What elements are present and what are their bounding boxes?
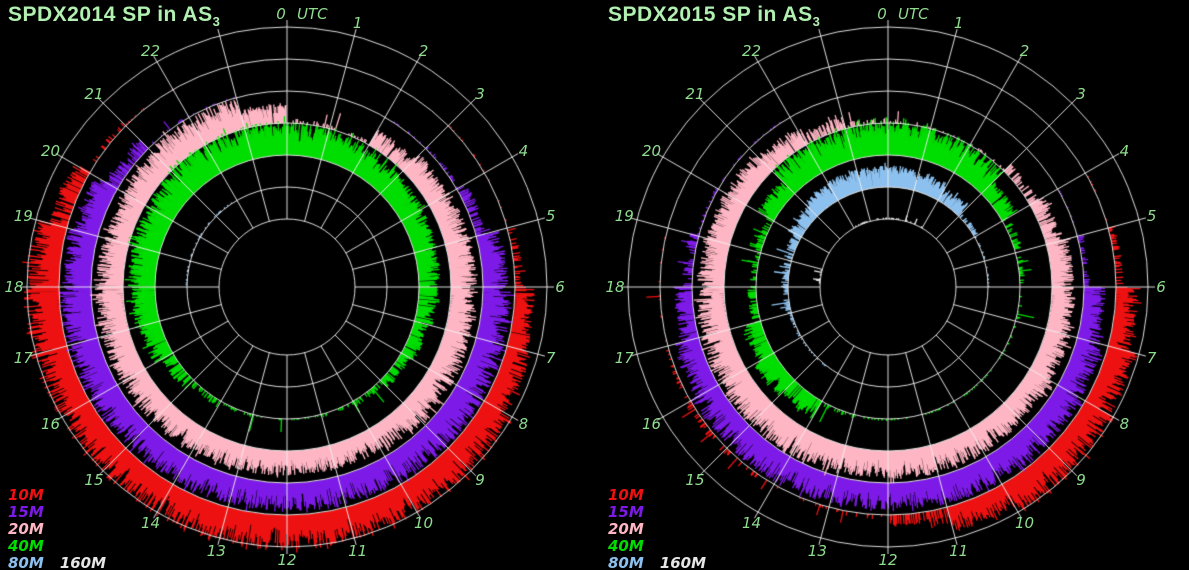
- hour-label-3: 3: [1076, 85, 1086, 103]
- hour-label-15: 15: [84, 471, 103, 489]
- polar-charts-canvas: [0, 0, 1189, 570]
- hour-label-10: 10: [414, 514, 433, 532]
- hour-label-16: 16: [642, 415, 661, 433]
- hour-label-2: 2: [1020, 42, 1030, 60]
- hour-label-9: 9: [1076, 471, 1086, 489]
- app-background: SPDX2014 SP in AS3 SPDX2015 SP in AS3 10…: [0, 0, 1189, 570]
- hour-label-18: 18: [4, 278, 23, 296]
- legend-item-10m: 10M: [8, 486, 44, 504]
- hour-label-10: 10: [1015, 514, 1034, 532]
- hour-label-12: 12: [277, 551, 296, 569]
- legend-item-80m: 80M: [8, 554, 44, 570]
- hour-label-4: 4: [1120, 142, 1130, 160]
- hour-label-6: 6: [555, 278, 565, 296]
- chart-title-2014-subscript: 3: [213, 14, 221, 29]
- hour-label-0: 0: [877, 5, 887, 23]
- hour-label-20: 20: [642, 142, 661, 160]
- hour-label-1: 1: [353, 14, 363, 32]
- hour-label-9: 9: [475, 471, 485, 489]
- hour-label-6: 6: [1156, 278, 1166, 296]
- legend-row: 10M: [608, 487, 706, 504]
- legend-row: 40M: [8, 538, 106, 555]
- legend-item-40m: 40M: [8, 537, 44, 555]
- hour-label-17: 17: [615, 349, 634, 367]
- hour-label-13: 13: [808, 542, 827, 560]
- legend-item-15m: 15M: [8, 503, 44, 521]
- hour-label-11: 11: [949, 542, 968, 560]
- band-legend-2014: 10M15M20M40M80M 160M: [8, 487, 106, 570]
- hour-label-11: 11: [348, 542, 367, 560]
- hour-label-2: 2: [419, 42, 429, 60]
- hour-label-21: 21: [685, 85, 704, 103]
- utc-label: UTC: [898, 5, 929, 23]
- chart-title-2015-subscript: 3: [813, 14, 821, 29]
- legend-row: 20M: [8, 521, 106, 538]
- hour-label-16: 16: [41, 415, 60, 433]
- chart-title-2014: SPDX2014 SP in AS3: [8, 3, 220, 29]
- hour-label-0: 0: [276, 5, 286, 23]
- hour-label-14: 14: [141, 514, 160, 532]
- legend-item-40m: 40M: [608, 537, 644, 555]
- legend-item-160m: 160M: [660, 554, 706, 570]
- legend-item-160m: 160M: [60, 554, 106, 570]
- hour-label-7: 7: [546, 349, 556, 367]
- hour-label-21: 21: [84, 85, 103, 103]
- utc-label: UTC: [297, 5, 328, 23]
- legend-item-80m: 80M: [608, 554, 644, 570]
- chart-title-2015-text: SPDX2015 SP in AS: [608, 3, 813, 26]
- hour-label-14: 14: [742, 514, 761, 532]
- hour-label-19: 19: [615, 207, 634, 225]
- hour-label-4: 4: [519, 142, 529, 160]
- hour-label-17: 17: [14, 349, 33, 367]
- hour-label-12: 12: [878, 551, 897, 569]
- legend-row: 15M: [8, 504, 106, 521]
- band-legend-2015: 10M15M20M40M80M 160M: [608, 487, 706, 570]
- legend-row: 20M: [608, 521, 706, 538]
- chart-title-2015: SPDX2015 SP in AS3: [608, 3, 820, 29]
- hour-label-8: 8: [519, 415, 529, 433]
- legend-row: 80M 160M: [8, 555, 106, 570]
- hour-label-7: 7: [1147, 349, 1157, 367]
- legend-item-15m: 15M: [608, 503, 644, 521]
- legend-row: 40M: [608, 538, 706, 555]
- legend-item-20m: 20M: [8, 520, 44, 538]
- chart-title-2014-text: SPDX2014 SP in AS: [8, 3, 213, 26]
- hour-label-18: 18: [605, 278, 624, 296]
- hour-label-3: 3: [475, 85, 485, 103]
- hour-label-1: 1: [954, 14, 964, 32]
- hour-label-22: 22: [742, 42, 761, 60]
- hour-label-15: 15: [685, 471, 704, 489]
- hour-label-5: 5: [546, 207, 556, 225]
- legend-item-10m: 10M: [608, 486, 644, 504]
- legend-row: 15M: [608, 504, 706, 521]
- legend-row: 10M: [8, 487, 106, 504]
- hour-label-20: 20: [41, 142, 60, 160]
- legend-item-20m: 20M: [608, 520, 644, 538]
- hour-label-22: 22: [141, 42, 160, 60]
- legend-row: 80M 160M: [608, 555, 706, 570]
- hour-label-8: 8: [1120, 415, 1130, 433]
- hour-label-5: 5: [1147, 207, 1157, 225]
- hour-label-19: 19: [14, 207, 33, 225]
- hour-label-13: 13: [207, 542, 226, 560]
